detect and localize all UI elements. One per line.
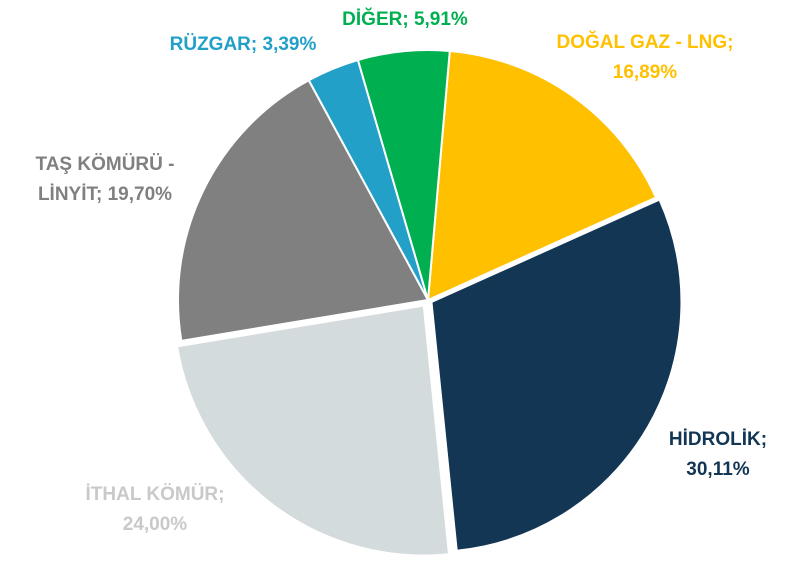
- pie-slice: [175, 304, 451, 557]
- data-label: DOĞAL GAZ - LNG; 16,89%: [556, 32, 734, 83]
- data-label: HİDROLİK; 30,11%: [668, 429, 768, 480]
- data-label: RÜZGAR; 3,39%: [169, 34, 317, 55]
- data-label: DİĞER; 5,91%: [342, 9, 468, 30]
- pie-slice: [430, 198, 683, 552]
- pie-slice: [426, 49, 658, 302]
- data-label: TAŞ KÖMÜRÜ - LİNYİT; 19,70%: [35, 154, 175, 205]
- data-label: İTHAL KÖMÜR; 24,00%: [85, 484, 225, 535]
- pie-slice: [177, 78, 430, 342]
- pie-slice: [356, 49, 451, 301]
